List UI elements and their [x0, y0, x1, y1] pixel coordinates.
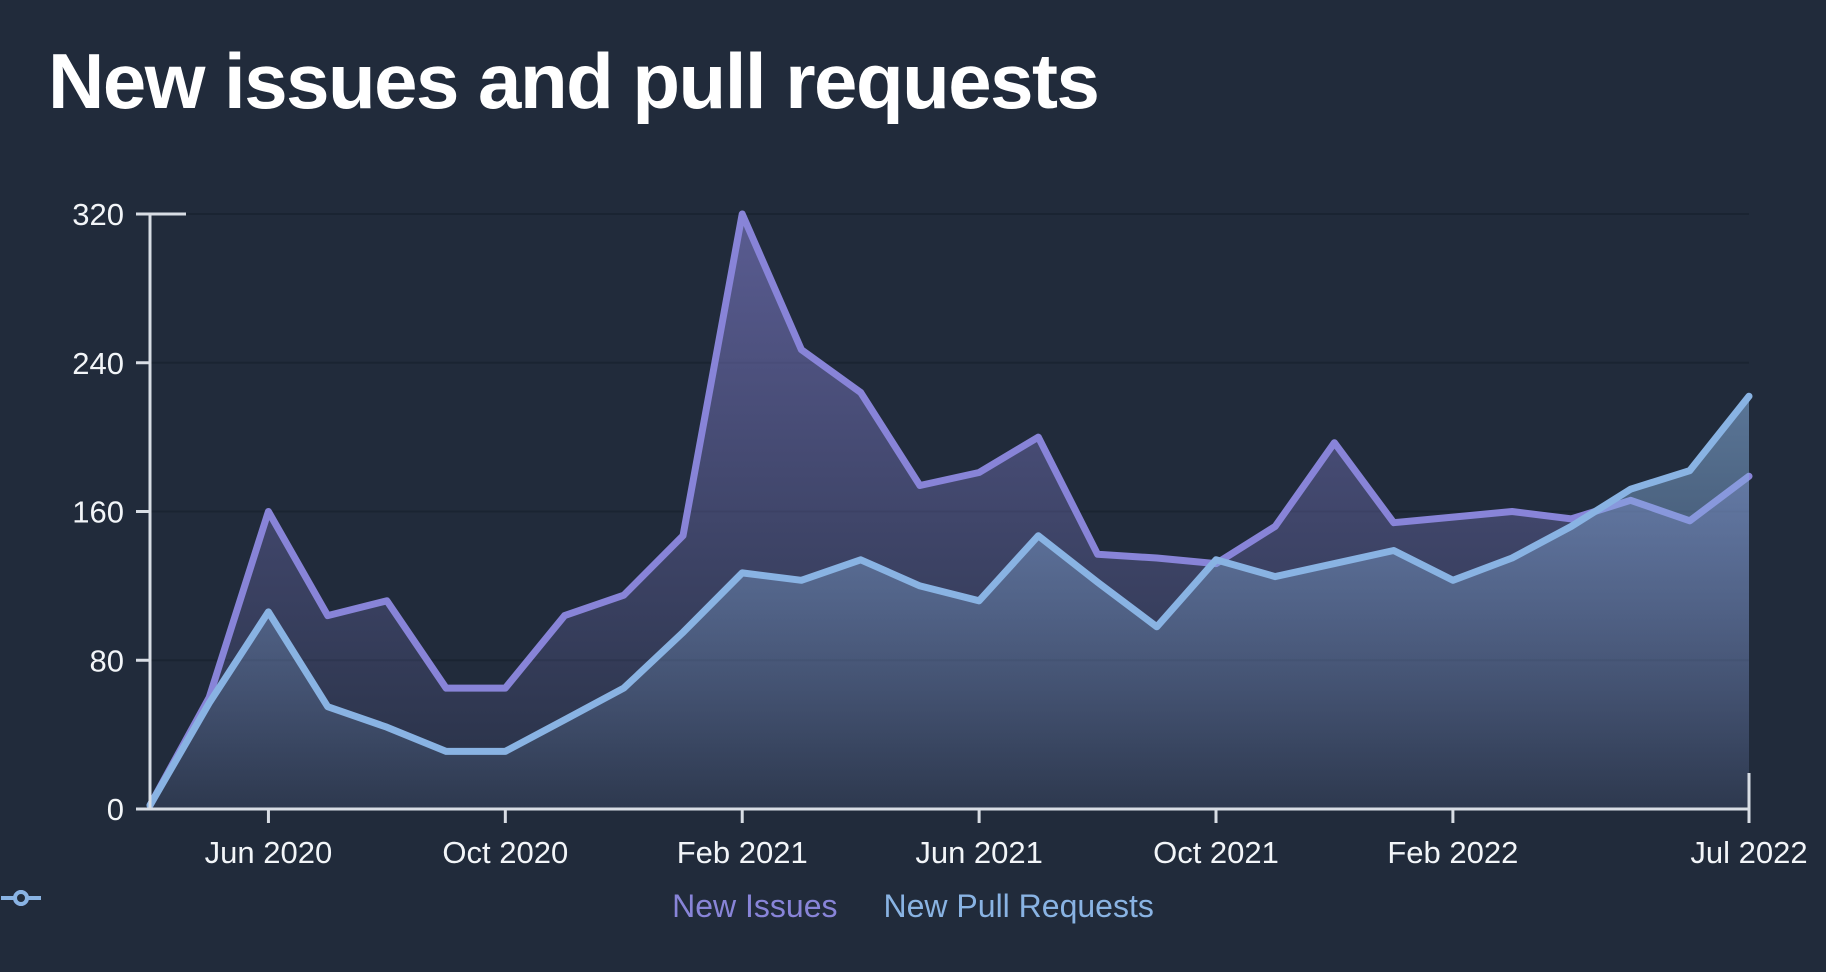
legend-item-new-issues[interactable]: New Issues — [1, 888, 838, 925]
x-tick-label: Feb 2022 — [1387, 835, 1518, 870]
y-tick-label: 320 — [72, 197, 124, 232]
x-tick-label: Oct 2021 — [1153, 835, 1279, 870]
y-axis-ticks: 0 80 160 240 320 — [72, 197, 150, 827]
prs-line — [146, 392, 1753, 809]
x-tick-label: Feb 2021 — [677, 835, 808, 870]
x-axis-ticks: Jun 2020 Oct 2020 Feb 2021 Jun 2021 Oct 2021… — [205, 809, 1808, 870]
x-tick-label: Jun 2020 — [205, 835, 333, 870]
legend-label: New Issues — [672, 888, 838, 924]
legend-item-new-pull-requests[interactable]: New Pull Requests — [1, 888, 1154, 925]
line-with-circle-marker-icon — [1, 890, 41, 906]
y-tick-label: 160 — [72, 495, 124, 530]
x-tick-label: Oct 2020 — [442, 835, 568, 870]
x-tick-label: Jun 2021 — [915, 835, 1043, 870]
chart-title: New issues and pull requests — [48, 37, 1100, 125]
prs-area — [150, 396, 1749, 809]
issues-line — [146, 210, 1753, 809]
legend-label: New Pull Requests — [883, 888, 1154, 924]
x-tick-label: Jul 2022 — [1690, 835, 1807, 870]
y-tick-label: 240 — [72, 346, 124, 381]
legend: New Issues New Pull Requests — [0, 888, 1826, 925]
y-tick-label: 0 — [107, 792, 124, 827]
y-tick-label: 80 — [90, 643, 124, 678]
